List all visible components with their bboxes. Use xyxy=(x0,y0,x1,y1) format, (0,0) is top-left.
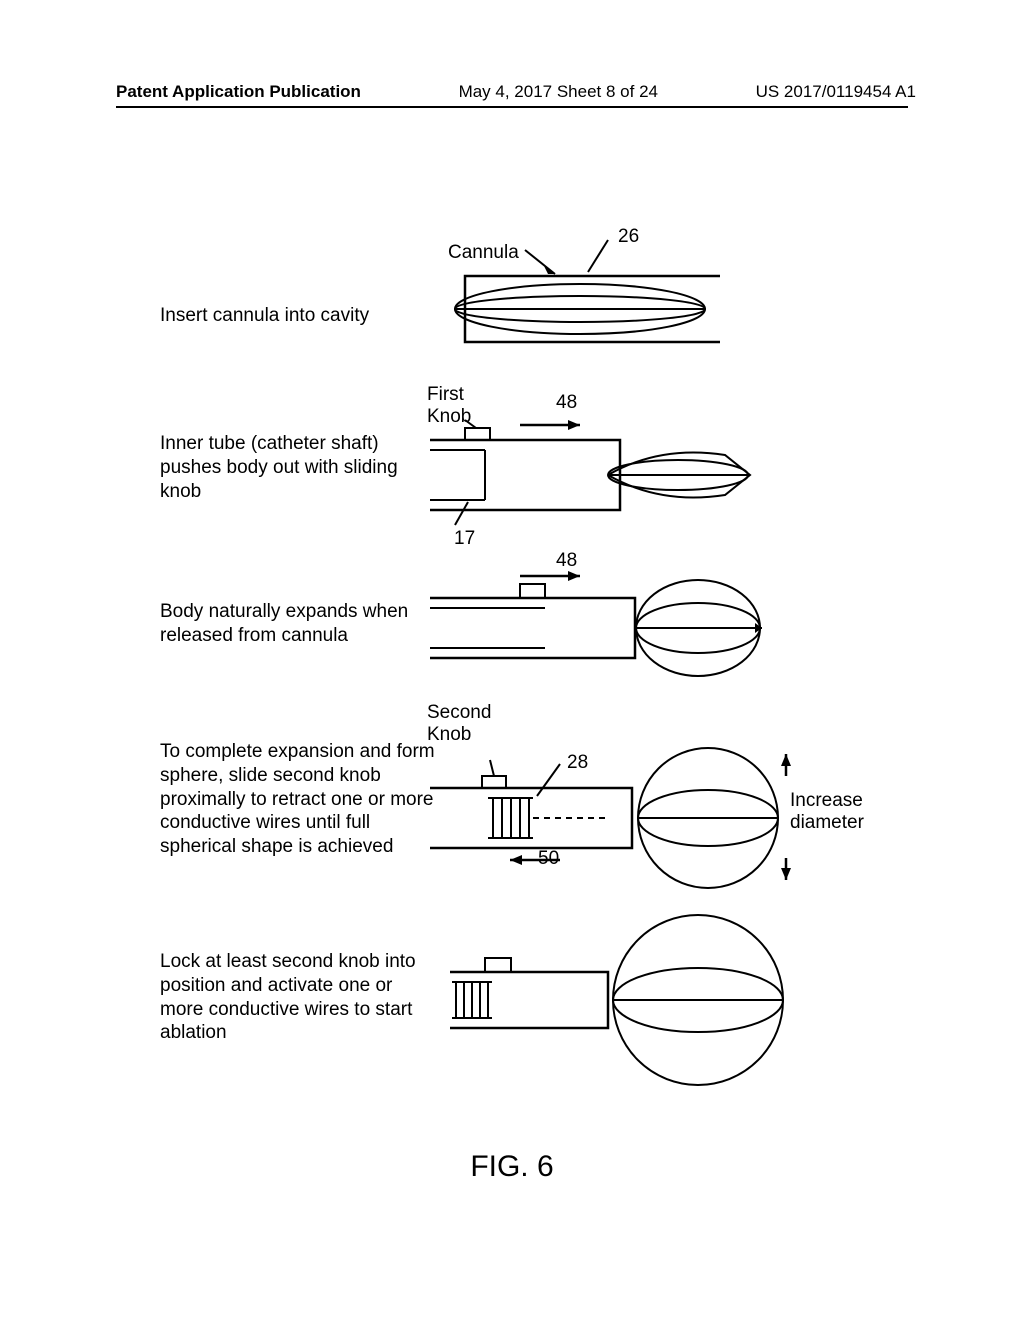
step-1-text: Insert cannula into cavity xyxy=(160,304,420,328)
step-3-svg xyxy=(430,568,770,688)
step-5-text: Lock at least second knob into position … xyxy=(160,950,430,1045)
ref-26: 26 xyxy=(618,226,639,248)
step-2-text: Inner tube (catheter shaft) pushes body … xyxy=(160,432,420,503)
step-1-svg xyxy=(440,270,720,350)
step-2-svg xyxy=(430,420,760,530)
ref-17: 17 xyxy=(454,528,475,550)
header-right: US 2017/0119454 A1 xyxy=(756,82,916,102)
step-3-text: Body naturally expands when released fro… xyxy=(160,600,420,648)
step-4-text: To complete expansion and form sphere, s… xyxy=(160,740,440,859)
header-center: May 4, 2017 Sheet 8 of 24 xyxy=(459,82,658,102)
ref-48a: 48 xyxy=(556,392,577,414)
figure-label: FIG. 6 xyxy=(0,1150,1024,1184)
header-rule xyxy=(116,106,908,108)
cannula-label: Cannula xyxy=(448,242,519,264)
step-5-svg xyxy=(450,910,800,1090)
header-left: Patent Application Publication xyxy=(116,82,361,102)
step-4-svg xyxy=(430,740,850,900)
page-header: Patent Application Publication May 4, 20… xyxy=(0,82,1024,102)
